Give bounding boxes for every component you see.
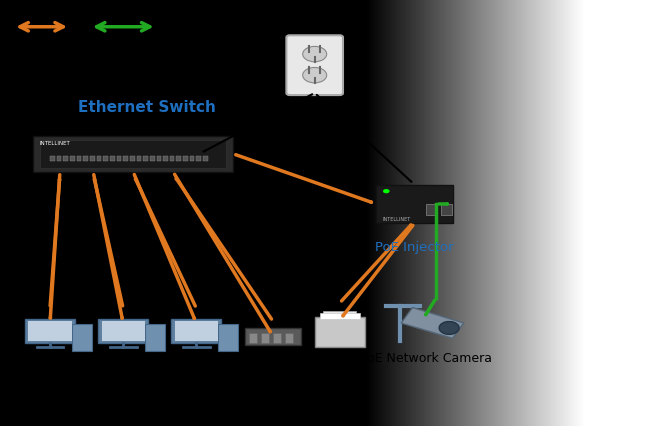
FancyBboxPatch shape xyxy=(441,204,452,215)
FancyBboxPatch shape xyxy=(196,157,201,162)
FancyBboxPatch shape xyxy=(203,157,208,162)
FancyBboxPatch shape xyxy=(110,157,115,162)
Circle shape xyxy=(383,190,390,194)
FancyBboxPatch shape xyxy=(25,320,75,343)
FancyBboxPatch shape xyxy=(172,320,221,343)
FancyBboxPatch shape xyxy=(101,322,145,341)
Circle shape xyxy=(439,322,459,334)
FancyBboxPatch shape xyxy=(50,157,55,162)
FancyBboxPatch shape xyxy=(401,308,464,339)
FancyBboxPatch shape xyxy=(130,157,135,162)
FancyBboxPatch shape xyxy=(97,157,101,162)
FancyBboxPatch shape xyxy=(218,324,238,351)
FancyBboxPatch shape xyxy=(40,141,226,168)
FancyBboxPatch shape xyxy=(33,136,233,173)
Text: INTELLINET: INTELLINET xyxy=(40,141,71,146)
FancyBboxPatch shape xyxy=(285,334,293,343)
FancyBboxPatch shape xyxy=(99,320,148,343)
FancyBboxPatch shape xyxy=(273,334,281,343)
FancyBboxPatch shape xyxy=(426,204,437,215)
FancyBboxPatch shape xyxy=(83,157,88,162)
FancyBboxPatch shape xyxy=(190,157,194,162)
FancyBboxPatch shape xyxy=(137,157,141,162)
FancyBboxPatch shape xyxy=(90,157,95,162)
FancyBboxPatch shape xyxy=(70,157,75,162)
Circle shape xyxy=(302,68,326,83)
FancyBboxPatch shape xyxy=(174,322,218,341)
FancyBboxPatch shape xyxy=(376,185,453,224)
Text: Ethernet Switch: Ethernet Switch xyxy=(77,100,216,115)
Text: PC: PC xyxy=(52,358,68,371)
Text: NAS: NAS xyxy=(260,351,286,364)
FancyBboxPatch shape xyxy=(245,328,301,345)
FancyBboxPatch shape xyxy=(150,157,155,162)
Circle shape xyxy=(302,47,326,63)
FancyBboxPatch shape xyxy=(320,313,360,320)
FancyBboxPatch shape xyxy=(163,157,168,162)
FancyBboxPatch shape xyxy=(71,324,91,351)
FancyBboxPatch shape xyxy=(117,157,121,162)
Text: PC: PC xyxy=(198,358,214,371)
FancyBboxPatch shape xyxy=(286,36,343,96)
FancyBboxPatch shape xyxy=(57,157,61,162)
Text: Data only: Data only xyxy=(15,40,72,53)
FancyBboxPatch shape xyxy=(314,317,365,347)
FancyBboxPatch shape xyxy=(123,157,128,162)
FancyBboxPatch shape xyxy=(77,157,81,162)
FancyBboxPatch shape xyxy=(176,157,181,162)
FancyBboxPatch shape xyxy=(145,324,165,351)
FancyBboxPatch shape xyxy=(170,157,174,162)
Text: Power Outlet: Power Outlet xyxy=(272,111,358,124)
FancyBboxPatch shape xyxy=(323,311,356,320)
Text: Data and power: Data and power xyxy=(76,40,170,53)
FancyBboxPatch shape xyxy=(28,322,72,341)
FancyBboxPatch shape xyxy=(143,157,148,162)
Text: INTELLINET: INTELLINET xyxy=(383,216,411,222)
FancyBboxPatch shape xyxy=(249,334,257,343)
FancyBboxPatch shape xyxy=(183,157,188,162)
FancyBboxPatch shape xyxy=(157,157,161,162)
Text: PC: PC xyxy=(125,358,141,371)
FancyBboxPatch shape xyxy=(103,157,108,162)
Text: PoE Injector: PoE Injector xyxy=(375,241,454,253)
Text: PoE Network Camera: PoE Network Camera xyxy=(360,351,492,364)
FancyBboxPatch shape xyxy=(63,157,68,162)
Text: Printer: Printer xyxy=(319,354,360,366)
FancyBboxPatch shape xyxy=(261,334,269,343)
